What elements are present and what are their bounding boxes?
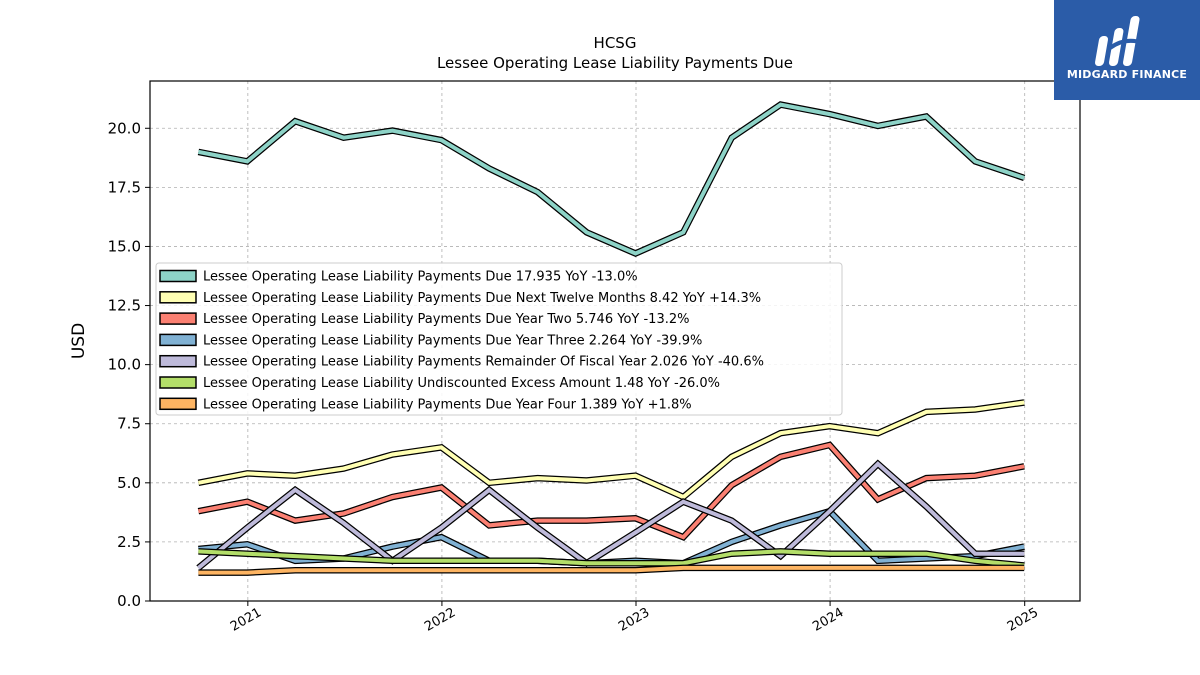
chart-subtitle: Lessee Operating Lease Liability Payment…: [437, 54, 793, 72]
y-axis: 0.0 2.5 5.0 7.5 10.0 12.5 15.0 17.5 20.0: [108, 119, 150, 610]
x-tick-label: 2025: [1005, 605, 1041, 635]
x-tick-label: 2021: [228, 605, 264, 635]
y-tick-label: 12.5: [108, 297, 141, 315]
y-tick-label: 5.0: [117, 474, 141, 492]
y-tick-label: 7.5: [117, 415, 141, 433]
y-tick-label: 10.0: [108, 356, 141, 374]
legend-box: [155, 262, 843, 416]
legend-label-3: Lessee Operating Lease Liability Payment…: [203, 333, 702, 348]
series-5-line: [198, 549, 1025, 568]
midgard-logo-icon: [1095, 16, 1147, 66]
x-tick-label: 2022: [422, 605, 458, 635]
series-4-line: [197, 461, 1025, 570]
x-tick-label: 2023: [616, 605, 652, 635]
y-tick-label: 0.0: [117, 592, 141, 610]
y-tick-label: 20.0: [108, 119, 141, 137]
legend-label-1: Lessee Operating Lease Liability Payment…: [203, 291, 761, 306]
legend-label-6: Lessee Operating Lease Liability Payment…: [203, 397, 692, 412]
legend: Lessee Operating Lease Liability Payment…: [155, 262, 843, 416]
legend-label-0: Lessee Operating Lease Liability Payment…: [203, 270, 638, 285]
legend-swatch-4: [159, 354, 197, 368]
legend-swatch-1: [159, 291, 197, 304]
legend-swatch-5: [159, 376, 197, 389]
legend-swatch-0: [159, 269, 197, 283]
y-tick-label: 15.0: [108, 237, 141, 255]
legend-swatch-3: [159, 333, 197, 347]
brand-name: MIDGARD FINANCE: [1066, 68, 1188, 81]
legend-swatch-6: [159, 397, 197, 411]
plot-frame: [149, 80, 1081, 602]
series-group: [196, 101, 1026, 576]
y-tick-label: 17.5: [108, 178, 141, 196]
y-axis-label: USD: [69, 323, 89, 359]
series-0-outline: [197, 101, 1026, 258]
legend-swatch-2: [159, 312, 197, 325]
legend-label-5: Lessee Operating Lease Liability Undisco…: [203, 376, 720, 391]
x-axis: 2021 2022 2023 2024 2025: [228, 601, 1041, 635]
chart-title: HCSG: [594, 34, 637, 52]
y-tick-label: 2.5: [117, 533, 141, 551]
x-tick-label: 2024: [810, 605, 846, 635]
legend-label-2: Lessee Operating Lease Liability Payment…: [203, 312, 689, 327]
series-6-line: [198, 565, 1025, 575]
brand-logo: MIDGARD FINANCE: [1054, 0, 1200, 100]
legend-label-4: Lessee Operating Lease Liability Payment…: [203, 355, 764, 370]
series-0-line: [198, 102, 1025, 256]
series-1-line: [198, 400, 1025, 500]
series-2-line: [198, 442, 1025, 540]
